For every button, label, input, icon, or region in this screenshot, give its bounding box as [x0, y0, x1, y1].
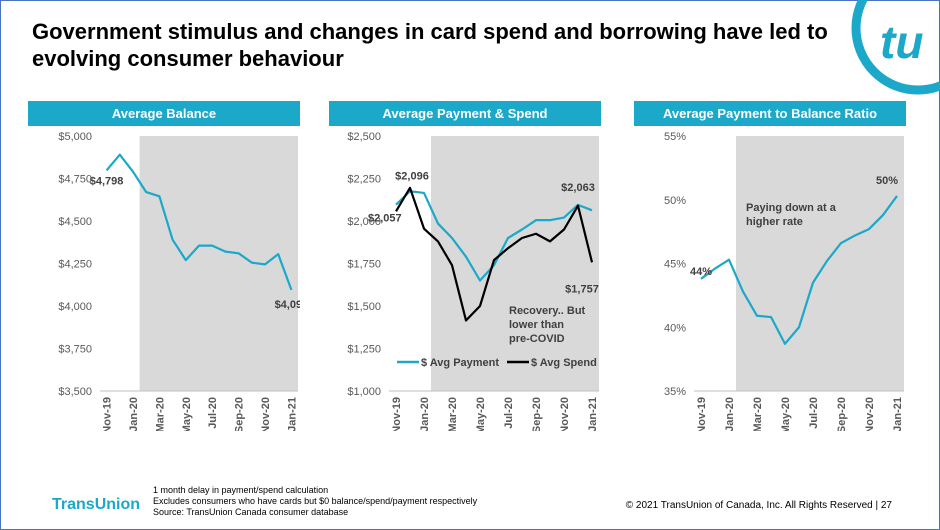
data-label: 44%	[690, 266, 712, 278]
y-tick-label: $2,500	[347, 131, 381, 143]
panel-average-payment-spend: Average Payment & Spend $2,500 $2,250 $2,0…	[329, 101, 601, 431]
x-tick-label: Jan-21	[587, 397, 599, 431]
shaded-region	[139, 136, 298, 391]
y-tick-label: $1,000	[347, 386, 381, 398]
data-label: 50%	[876, 175, 898, 187]
chart-average-payment-spend: $2,500 $2,250 $2,000 $1,750 $1,500 $1,250 $1,0…	[347, 131, 599, 431]
y-tick-label: 35%	[664, 386, 686, 398]
x-tick-label: Mar-20	[154, 397, 166, 431]
panel-title: Average Payment to Balance Ratio	[634, 101, 906, 126]
x-tick-label: Jan-21	[892, 397, 904, 431]
y-tick-label: $3,500	[58, 386, 92, 398]
x-tick-label: Nov-20	[260, 397, 272, 431]
x-tick-label: Sep-20	[836, 397, 848, 431]
logo-ring	[851, 0, 940, 95]
data-label: $2,057	[368, 212, 402, 224]
data-label: $2,096	[395, 170, 429, 182]
footnote: Source: TransUnion Canada consumer datab…	[153, 507, 349, 517]
x-tick-label: Nov-19	[696, 397, 708, 431]
series-line-primary	[700, 195, 898, 345]
y-tick-label: $1,250	[347, 344, 381, 356]
data-label: $4,798	[90, 175, 124, 187]
x-tick-label: Jul-20	[207, 397, 219, 429]
x-tick-label: Nov-19	[391, 397, 403, 431]
y-tick-label: 50%	[664, 195, 686, 207]
x-tick-label: Jan-20	[128, 397, 140, 431]
x-tick-label: Jan-21	[286, 397, 298, 431]
x-tick-label: May-20	[181, 397, 193, 431]
copyright: © 2021 TransUnion of Canada, Inc. All Ri…	[625, 500, 892, 511]
footnote: 1 month delay in payment/spend calculati…	[153, 485, 329, 495]
annotation-text: lower than	[509, 319, 564, 331]
logo-text: tu	[880, 16, 923, 68]
y-tick-label: $4,500	[58, 216, 92, 228]
x-tick-label: Nov-20	[864, 397, 876, 431]
slide-title: Government stimulus and changes in card …	[32, 19, 828, 71]
annotation-text: pre-COVID	[509, 333, 565, 345]
y-tick-label: 45%	[664, 259, 686, 271]
annotation-text: Recovery.. But	[509, 305, 586, 317]
x-tick-label: Jan-20	[419, 397, 431, 431]
y-tick-label: 55%	[664, 131, 686, 143]
chart-payment-to-balance-ratio: 55% 50% 45% 40% 35% Nov-19 Jan-20 Mar-20 May-20 J…	[664, 131, 904, 431]
data-label: $1,757	[565, 283, 599, 295]
transunion-logo-mark: tu	[851, 0, 940, 95]
y-tick-label: $4,750	[58, 174, 92, 186]
shaded-region	[736, 136, 904, 391]
footnote: Excludes consumers who have cards but $0…	[153, 496, 478, 506]
y-tick-label: $2,250	[347, 174, 381, 186]
annotation-text: Paying down at a	[746, 202, 837, 214]
footnotes: 1 month delay in payment/spend calculati…	[153, 485, 477, 518]
x-tick-label: May-20	[780, 397, 792, 431]
y-tick-label: 40%	[664, 322, 686, 334]
shaded-region	[431, 136, 599, 391]
y-tick-label: $3,750	[58, 344, 92, 356]
y-tick-label: $5,000	[58, 131, 92, 143]
chart-average-balance: $5,000 $4,750 $4,500 $4,250 $4,000 $3,750 $3,5…	[58, 131, 300, 431]
x-tick-label: May-20	[475, 397, 487, 431]
y-tick-label: $1,500	[347, 301, 381, 313]
x-tick-label: Jul-20	[808, 397, 820, 429]
x-tick-label: Mar-20	[752, 397, 764, 431]
panel-payment-to-balance-ratio: Average Payment to Balance Ratio 55% 50% 4…	[634, 101, 906, 431]
y-tick-label: $4,000	[58, 301, 92, 313]
y-tick-label: $1,750	[347, 259, 381, 271]
x-tick-label: Nov-19	[102, 397, 114, 431]
annotation-text: higher rate	[746, 216, 803, 228]
legend-label: $ Avg Payment	[421, 357, 499, 369]
x-tick-label: Sep-20	[531, 397, 543, 431]
brand-name: TransUnion	[52, 496, 141, 513]
series-line-primary	[395, 190, 593, 282]
panel-average-balance: Average Balance $5,000 $4,750 $4,500 $4,250…	[28, 101, 300, 431]
x-tick-label: Mar-20	[447, 397, 459, 431]
series-line-secondary	[395, 186, 594, 322]
data-label: $4,095	[275, 299, 300, 311]
y-tick-label: $4,250	[58, 259, 92, 271]
panel-title: Average Payment & Spend	[329, 101, 601, 126]
series-line-primary	[105, 153, 293, 291]
x-tick-label: Nov-20	[559, 397, 571, 431]
x-tick-label: Jul-20	[503, 397, 515, 429]
x-tick-label: Jan-20	[724, 397, 736, 431]
y-tick-label: $2,000	[347, 216, 381, 228]
legend-label: $ Avg Spend	[531, 357, 597, 369]
data-label: $2,063	[561, 182, 595, 194]
x-tick-label: Sep-20	[234, 397, 246, 431]
panel-title: Average Balance	[28, 101, 300, 126]
